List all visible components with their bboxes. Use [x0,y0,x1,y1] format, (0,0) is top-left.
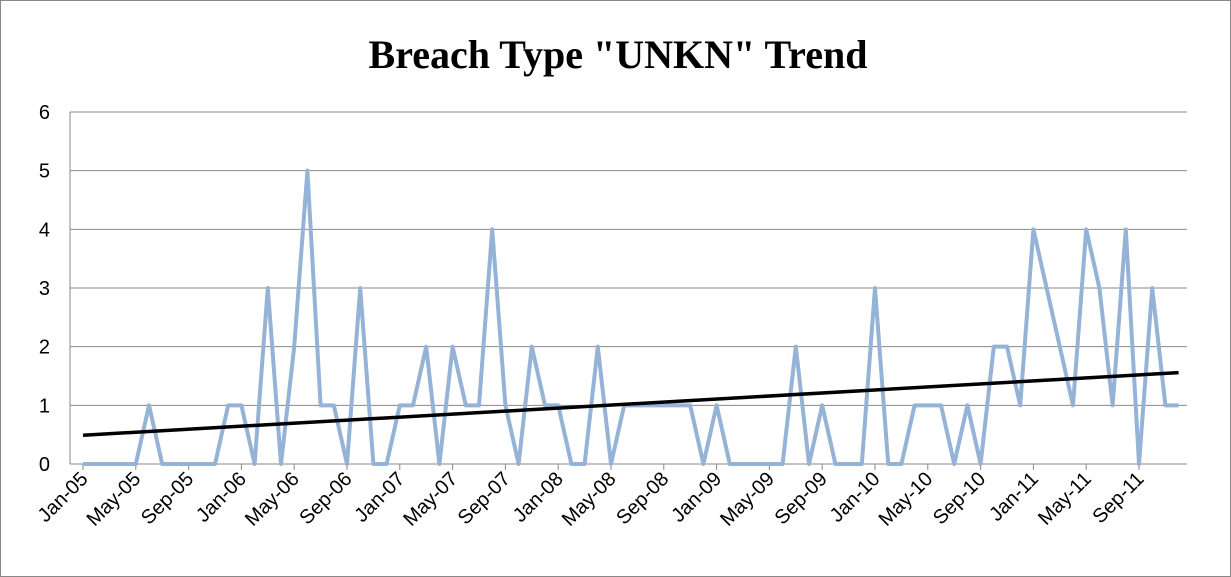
trend-line [82,370,1179,437]
y-tick-label: 4 [39,219,50,241]
chart-title: Breach Type "UNKN" Trend [369,32,868,77]
y-tick-label: 1 [39,395,50,417]
y-tick-label: 2 [39,337,50,359]
y-tick-label: 3 [39,278,50,300]
y-tick-label: 6 [39,102,50,124]
y-tick-label: 5 [39,161,50,183]
y-tick-label: 0 [39,454,50,476]
